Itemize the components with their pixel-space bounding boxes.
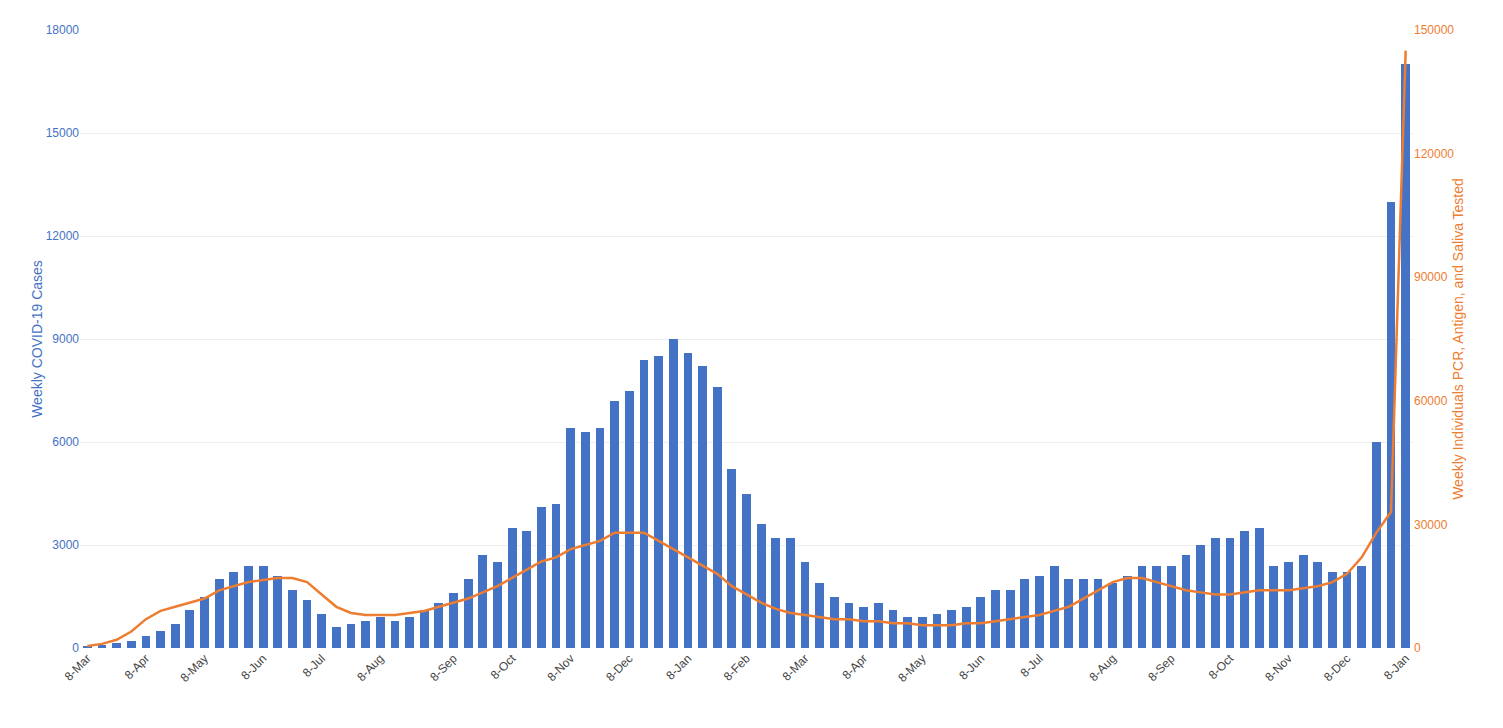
svg-text:12000: 12000 xyxy=(46,229,80,243)
svg-text:8-May: 8-May xyxy=(177,651,210,684)
svg-text:8-Aug: 8-Aug xyxy=(354,651,387,684)
svg-text:8-Oct: 8-Oct xyxy=(1206,651,1237,682)
svg-text:8-Jul: 8-Jul xyxy=(1018,651,1046,679)
svg-text:8-Sep: 8-Sep xyxy=(427,651,460,684)
svg-text:3000: 3000 xyxy=(52,538,79,552)
svg-text:8-Nov: 8-Nov xyxy=(545,651,578,684)
svg-text:8-Mar: 8-Mar xyxy=(62,651,94,683)
svg-text:6000: 6000 xyxy=(52,435,79,449)
svg-text:8-May: 8-May xyxy=(895,651,928,684)
svg-text:8-Jan: 8-Jan xyxy=(663,651,694,682)
svg-text:8-Oct: 8-Oct xyxy=(488,651,519,682)
svg-text:8-Dec: 8-Dec xyxy=(603,651,636,684)
svg-text:18000: 18000 xyxy=(46,23,80,37)
svg-text:8-Jul: 8-Jul xyxy=(300,651,328,679)
svg-text:15000: 15000 xyxy=(46,126,80,140)
svg-text:8-Sep: 8-Sep xyxy=(1145,651,1178,684)
svg-text:120000: 120000 xyxy=(1414,147,1454,161)
svg-text:8-Nov: 8-Nov xyxy=(1262,651,1295,684)
svg-text:8-Feb: 8-Feb xyxy=(721,651,753,683)
svg-text:9000: 9000 xyxy=(52,332,79,346)
svg-text:8-Mar: 8-Mar xyxy=(779,651,811,683)
svg-text:8-Apr: 8-Apr xyxy=(839,651,870,682)
svg-text:8-Dec: 8-Dec xyxy=(1321,651,1354,684)
svg-text:60000: 60000 xyxy=(1414,394,1448,408)
svg-text:Weekly COVID-19 Cases: Weekly COVID-19 Cases xyxy=(29,260,45,418)
svg-text:8-Jun: 8-Jun xyxy=(238,651,269,682)
svg-text:0: 0 xyxy=(72,641,79,655)
svg-text:90000: 90000 xyxy=(1414,270,1448,284)
svg-text:Weekly Individuals PCR, Antige: Weekly Individuals PCR, Antigen, and Sal… xyxy=(1450,178,1466,500)
svg-text:8-Jan: 8-Jan xyxy=(1381,651,1412,682)
svg-text:8-Aug: 8-Aug xyxy=(1087,651,1120,684)
svg-text:8-Apr: 8-Apr xyxy=(122,651,153,682)
svg-text:0: 0 xyxy=(1414,641,1421,655)
svg-text:30000: 30000 xyxy=(1414,518,1448,532)
svg-text:8-Jun: 8-Jun xyxy=(956,651,987,682)
svg-text:150000: 150000 xyxy=(1414,23,1454,37)
